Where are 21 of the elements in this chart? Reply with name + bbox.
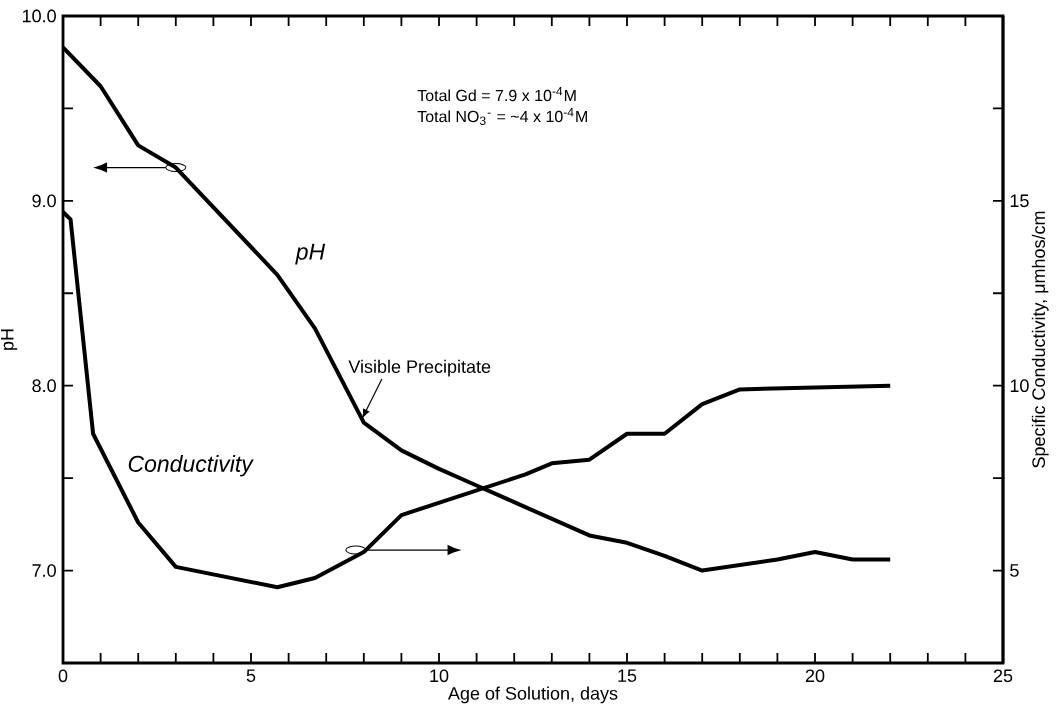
y2-axis-title: Specific Conductivity, μmhos/cm — [1031, 211, 1049, 468]
y-axis-title: pH — [1, 329, 18, 350]
y-tick-label: 10.0 — [22, 9, 56, 23]
y2-tick-label: 10 — [1010, 379, 1029, 393]
x-tick-label: 15 — [618, 669, 637, 682]
y-tick-label: 7.0 — [32, 564, 56, 577]
x-tick-label: 5 — [246, 669, 256, 682]
series-label: pH — [295, 243, 326, 265]
series-label: Conductivity — [128, 455, 254, 477]
x-tick-label: 25 — [993, 669, 1013, 683]
y-tick-label: 9.0 — [32, 194, 56, 208]
x-tick-label: 10 — [430, 669, 449, 683]
annotation: Total NO$_{3}$$^{-}$ = ~4 x 10$^{-4}$M — [417, 108, 587, 125]
annotation: Visible Precipitate — [348, 359, 491, 377]
x-tick-label: 0 — [58, 669, 68, 683]
y-tick-label: 8.0 — [32, 379, 56, 393]
x-tick-label: 20 — [805, 669, 825, 683]
y2-tick-label: 15 — [1010, 194, 1029, 208]
y2-tick-label: 5 — [1010, 564, 1019, 577]
x-axis-title: Age of Solution, days — [447, 686, 618, 704]
annotation: Total Gd = 7.9 x 10$^{-4}$M — [417, 87, 576, 102]
